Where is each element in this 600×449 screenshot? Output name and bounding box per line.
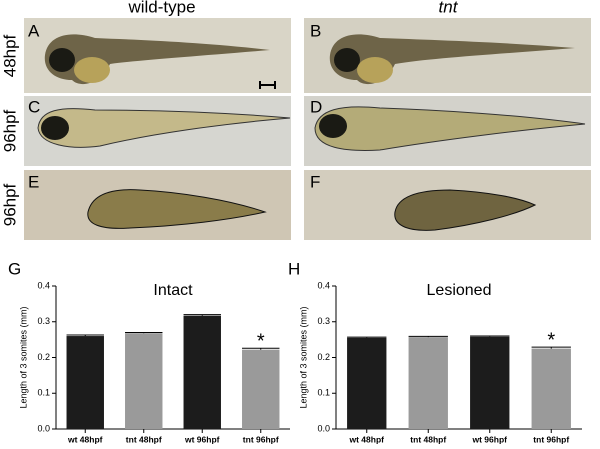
row-label: 96hpf: [0, 109, 19, 152]
fish: [37, 108, 291, 148]
panel-label: G: [8, 259, 21, 278]
micrographs: [24, 18, 591, 240]
x-tick-label: wt 96hpf: [184, 434, 220, 444]
y-tick-label: 0.0: [37, 423, 50, 433]
y-tick-label: 0.1: [37, 388, 50, 398]
column-header: tnt: [439, 0, 459, 16]
fish-eye: [334, 48, 360, 72]
y-tick-label: 0.3: [317, 316, 330, 326]
x-tick-label: tnt 96hpf: [533, 434, 569, 444]
x-tick-label: wt 48hpf: [67, 434, 103, 444]
panel-label: E: [28, 172, 39, 191]
y-tick-label: 0.0: [317, 423, 330, 433]
fish: [394, 189, 537, 231]
x-tick-label: wt 48hpf: [349, 434, 385, 444]
panel-label: F: [310, 172, 320, 191]
significance-marker: *: [257, 330, 265, 352]
panel-label: D: [310, 97, 322, 116]
bar: [347, 337, 387, 429]
x-tick-label: tnt 48hpf: [410, 434, 446, 444]
bar: [470, 336, 510, 429]
y-tick-label: 0.4: [317, 280, 330, 290]
bar: [183, 315, 221, 429]
x-tick-label: tnt 96hpf: [243, 434, 279, 444]
fish-eye: [41, 116, 69, 140]
y-axis-label: Length of 3 somites (mm): [298, 306, 308, 408]
bar: [125, 333, 163, 429]
y-tick-label: 0.3: [37, 316, 50, 326]
bar: [531, 348, 571, 429]
y-tick-label: 0.2: [37, 352, 50, 362]
bar: [242, 349, 280, 429]
bar: [66, 336, 104, 429]
column-header: wild-type: [127, 0, 195, 16]
yolk: [74, 57, 110, 83]
fish: [314, 106, 586, 151]
fish: [87, 189, 267, 229]
fish: [329, 34, 575, 85]
row-label: 96hpf: [0, 183, 19, 226]
row-label: 48hpf: [0, 34, 19, 77]
significance-marker: *: [547, 329, 555, 351]
x-tick-label: wt 96hpf: [472, 434, 508, 444]
panel-label: C: [28, 97, 40, 116]
bar: [408, 337, 448, 429]
yolk: [357, 57, 393, 83]
x-tick-label: tnt 48hpf: [126, 434, 162, 444]
fish-eye: [319, 114, 347, 138]
fish-eye: [49, 48, 75, 72]
panel-label: H: [288, 259, 300, 278]
y-tick-label: 0.4: [37, 280, 50, 290]
y-axis-label: Length of 3 somites (mm): [18, 306, 28, 408]
y-tick-label: 0.2: [317, 352, 330, 362]
panel-label: A: [28, 21, 40, 40]
chart-title: Lesioned: [427, 282, 492, 299]
chart-title: Intact: [153, 282, 193, 299]
panel-label: B: [310, 21, 321, 40]
y-tick-label: 0.1: [317, 388, 330, 398]
